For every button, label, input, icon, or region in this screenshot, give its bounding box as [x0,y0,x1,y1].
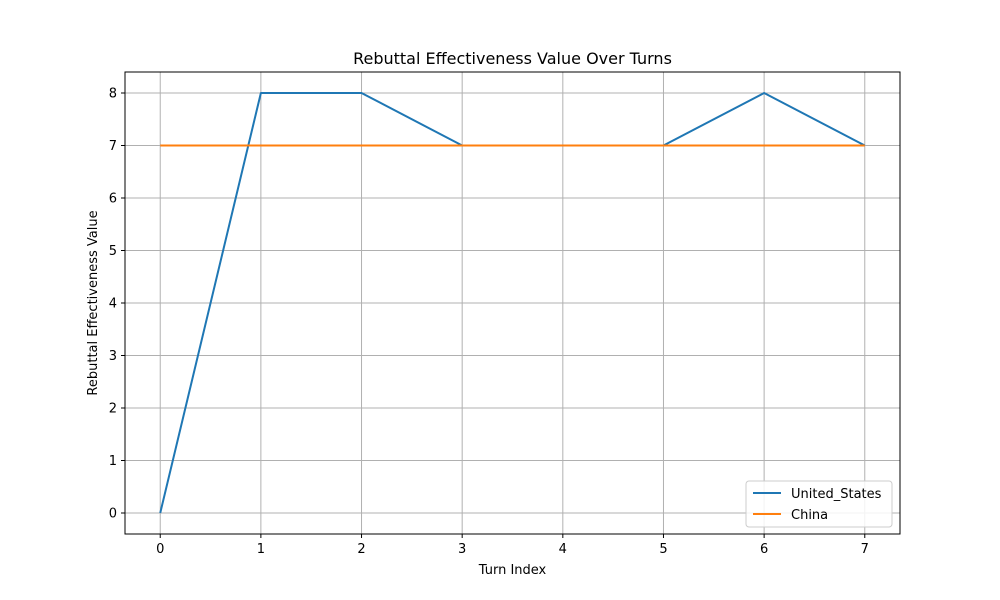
x-tick-label: 3 [458,542,466,557]
y-tick-label: 1 [109,454,117,469]
y-tick-label: 8 [109,87,117,102]
y-tick-label: 4 [109,297,117,312]
x-tick-label: 5 [659,542,667,557]
axis-ticks: 0 1 2 3 4 5 6 7 0 1 2 3 4 5 6 7 8 [109,87,869,558]
x-tick-label: 2 [357,542,365,557]
legend-label-united-states: United_States [791,487,882,502]
y-tick-label: 6 [109,192,117,207]
chart-title: Rebuttal Effectiveness Value Over Turns [353,49,672,68]
y-tick-label: 3 [109,349,117,364]
legend-box [745,480,893,528]
y-tick-label: 5 [109,244,117,259]
y-tick-label: 7 [109,139,117,154]
y-axis-label: Rebuttal Effectiveness Value [86,210,101,395]
series-lines [159,92,866,514]
x-tick-label: 6 [760,542,768,557]
legend-label-china: China [791,508,828,523]
y-tick-label: 2 [109,402,117,417]
x-tick-label: 7 [861,542,869,557]
legend: United_States China [745,480,893,528]
x-tick-label: 4 [559,542,567,557]
y-tick-label: 0 [109,507,117,522]
x-axis-label: Turn Index [478,563,547,578]
x-tick-label: 1 [257,542,265,557]
x-tick-label: 0 [156,542,164,557]
